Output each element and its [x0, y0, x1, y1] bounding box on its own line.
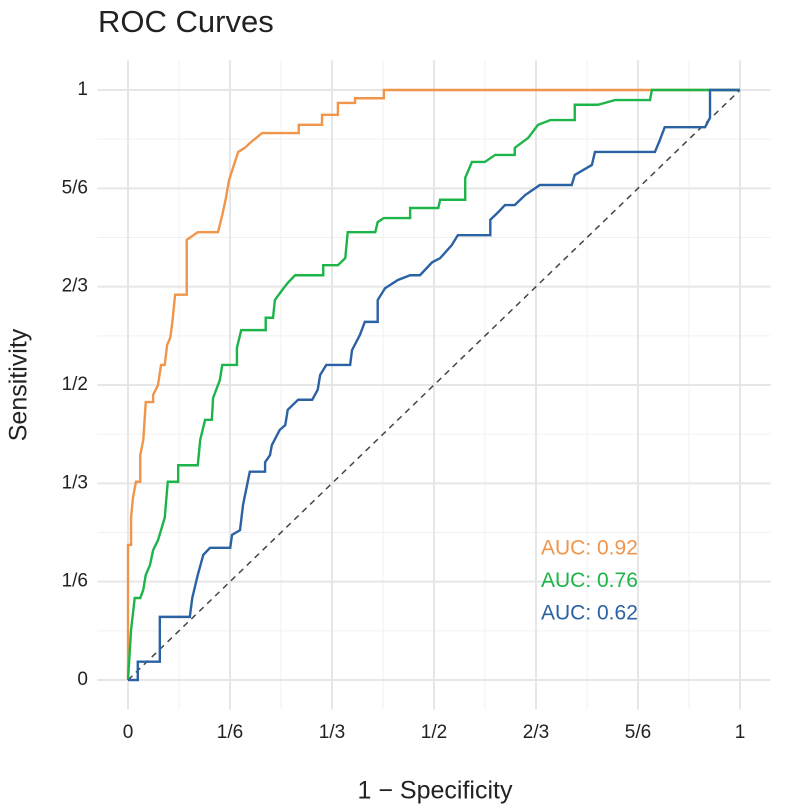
auc-label: AUC: 0.62 — [541, 602, 638, 625]
auc-label: AUC: 0.92 — [541, 537, 638, 560]
y-tick-label: 0 — [77, 669, 88, 690]
y-tick-label: 1 — [77, 79, 88, 100]
reference-diagonal — [127, 89, 741, 681]
y-axis-title: Sensitivity — [5, 328, 33, 441]
roc-curve — [128, 88, 740, 682]
x-tick-label: 5/6 — [625, 722, 651, 743]
y-tick-label: 2/3 — [62, 276, 88, 297]
roc-curve — [126, 88, 740, 681]
x-axis-title: 1 − Specificity — [358, 777, 513, 805]
x-tick-label: 1/3 — [319, 722, 345, 743]
x-tick-label: 1/6 — [217, 722, 243, 743]
chart-title: ROC Curves — [98, 4, 274, 39]
auc-label: AUC: 0.76 — [541, 569, 638, 592]
y-tick-label: 1/6 — [62, 571, 88, 592]
roc-curve — [126, 88, 740, 680]
y-tick-label: 1/3 — [62, 472, 88, 493]
y-tick-label: 1/2 — [62, 374, 88, 395]
x-tick-label: 0 — [123, 722, 134, 743]
x-tick-label: 1/2 — [421, 722, 447, 743]
x-tick-label: 1 — [735, 722, 746, 743]
y-tick-label: 5/6 — [62, 177, 88, 198]
x-tick-label: 2/3 — [523, 722, 549, 743]
